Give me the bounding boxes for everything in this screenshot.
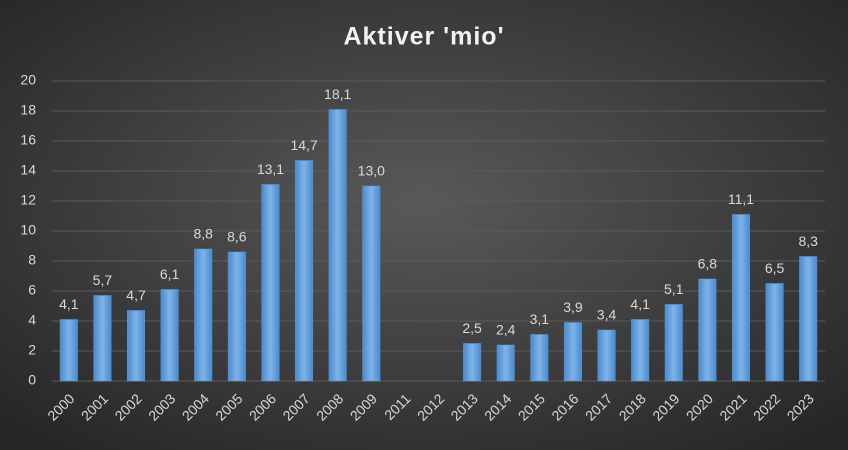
chart-title: Aktiver 'mio'	[343, 23, 504, 51]
data-label: 3,4	[597, 307, 617, 323]
data-label: 6,1	[160, 266, 180, 282]
bar	[93, 295, 112, 382]
bar	[127, 310, 146, 382]
data-label: 13,0	[358, 163, 385, 179]
data-label: 2,4	[496, 322, 516, 338]
bar	[530, 334, 549, 382]
y-tick-label: 16	[20, 132, 36, 148]
y-tick-label: 6	[28, 282, 36, 298]
bar	[563, 322, 582, 382]
bar	[731, 214, 750, 382]
bar	[765, 283, 784, 382]
data-label: 14,7	[290, 137, 317, 153]
y-tick-label: 20	[20, 72, 36, 88]
y-tick-label: 10	[20, 222, 36, 238]
bar	[160, 289, 179, 382]
data-label: 6,5	[765, 260, 785, 276]
y-tick-label: 18	[20, 102, 36, 118]
bar	[664, 304, 683, 382]
bar	[59, 319, 78, 382]
bar	[799, 256, 818, 382]
data-label: 8,8	[194, 226, 214, 242]
bar	[597, 329, 616, 382]
y-tick-label: 12	[20, 192, 36, 208]
y-tick-label: 14	[20, 162, 36, 178]
bar	[362, 185, 381, 382]
bar	[227, 251, 246, 382]
data-label: 18,1	[324, 86, 351, 102]
data-label: 13,1	[257, 161, 284, 177]
y-tick-label: 0	[28, 372, 36, 388]
data-label: 8,6	[227, 229, 247, 245]
bar	[194, 248, 213, 382]
y-tick-label: 8	[28, 252, 36, 268]
data-label: 2,5	[462, 320, 482, 336]
data-label: 5,1	[664, 281, 684, 297]
data-label: 6,8	[698, 256, 718, 272]
y-tick-label: 4	[28, 312, 36, 328]
data-label: 4,7	[126, 287, 146, 303]
bar	[631, 319, 650, 382]
data-label: 3,9	[563, 299, 583, 315]
data-label: 4,1	[59, 296, 79, 312]
y-tick-label: 2	[28, 342, 36, 358]
bar	[496, 344, 515, 382]
bar	[328, 109, 347, 382]
data-label: 3,1	[530, 311, 550, 327]
data-label: 5,7	[93, 272, 113, 288]
bar	[261, 184, 280, 382]
bar	[463, 343, 482, 382]
data-label: 8,3	[798, 233, 818, 249]
bar	[295, 160, 314, 382]
bar	[698, 278, 717, 382]
data-label: 4,1	[630, 296, 650, 312]
data-label: 11,1	[728, 191, 754, 207]
